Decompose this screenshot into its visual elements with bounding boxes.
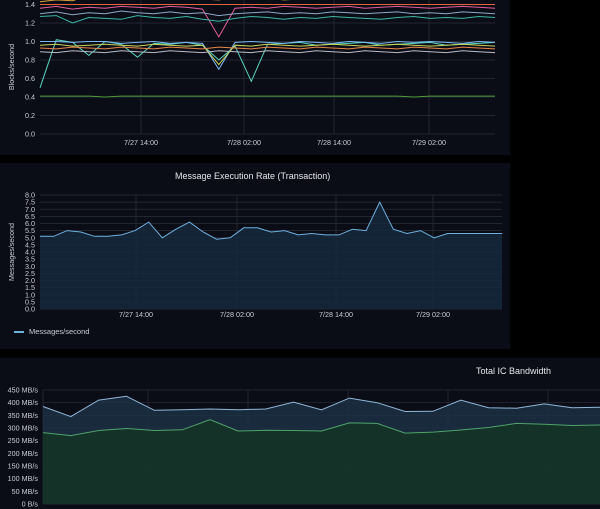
x-tick-label: 7/28 02:00 [220, 310, 254, 319]
series-line [39, 46, 496, 50]
y-tick-label: 6.0 [25, 219, 35, 228]
y-tick-label: 200 MB/s [8, 449, 39, 458]
series-line [39, 50, 496, 54]
x-tick-label: 7/29 02:00 [412, 138, 446, 147]
y-tick-label: 8.0 [25, 191, 35, 200]
y-tick-label: 0.6 [25, 74, 35, 83]
y-tick-label: 1.4 [25, 0, 35, 9]
x-tick-label: 7/28 14:00 [319, 310, 353, 319]
y-tick-label: 6.5 [25, 212, 35, 221]
y-tick-label: 50 MB/s [12, 487, 39, 496]
y-tick-label: 0.5 [25, 297, 35, 306]
y-tick-label: 400 MB/s [8, 398, 39, 407]
y-tick-label: 0.2 [25, 111, 35, 120]
blocks-rate-panel: 0.0 0.2 0.4 0.6 0.8 1.0 1.2 1.4 7/27 14:00 7/28 0… [0, 0, 510, 155]
y-axis-label: Messages/second [7, 223, 16, 281]
legend-label: Messages/second [29, 327, 90, 336]
y-tick-label: 250 MB/s [8, 436, 39, 445]
series-area [40, 202, 502, 309]
series-line [40, 40, 496, 71]
bandwidth-chart: 0 B/s 50 MB/s 100 MB/s 150 MB/s 200 MB/s 250 … [8, 386, 600, 509]
panel-title: Total IC Bandwidth [476, 366, 552, 376]
y-tick-label: 1.0 [25, 37, 35, 46]
y-tick-label: 3.0 [25, 262, 35, 271]
y-tick-label: 0.0 [25, 130, 35, 139]
x-tick-label: 7/27 14:00 [119, 310, 153, 319]
y-tick-label: 4.0 [25, 248, 35, 257]
y-tick-label: 2.5 [25, 269, 35, 278]
x-tick-label: 7/28 02:00 [227, 138, 261, 147]
series-line [40, 95, 495, 98]
y-tick-label: 3.5 [25, 255, 35, 264]
y-tick-label: 0.0 [25, 305, 35, 314]
y-tick-label: 150 MB/s [8, 462, 39, 471]
series-line [40, 200, 502, 240]
y-tick-label: 7.0 [25, 205, 35, 214]
y-tick-label: 5.0 [25, 233, 35, 242]
series-area [43, 419, 600, 504]
y-tick-label: 5.5 [25, 226, 35, 235]
series-line [42, 419, 600, 437]
series-line [39, 5, 496, 38]
y-tick-label: 4.5 [25, 240, 35, 249]
y-tick-label: 450 MB/s [8, 386, 39, 395]
series-line [39, 43, 496, 66]
y-tick-label: 7.5 [25, 198, 35, 207]
message-rate-panel: Message Execution Rate (Transaction) 0.0… [0, 163, 510, 349]
y-tick-label: 350 MB/s [8, 411, 39, 420]
bandwidth-panel: Total IC Bandwidth 0 B/s 50 MB/s 100 MB/s 1… [0, 358, 600, 509]
legend-swatch [14, 330, 24, 333]
series-line [39, 10, 496, 17]
y-tick-label: 0 B/s [22, 500, 39, 509]
y-tick-label: 100 MB/s [8, 474, 39, 483]
y-tick-label: 0.8 [25, 56, 35, 65]
series-line [39, 0, 292, 3]
series-line [42, 395, 600, 418]
y-tick-label: 1.2 [25, 19, 35, 28]
message-rate-chart: 0.00.51.01.52.02.53.03.54.04.55.05.56.06… [7, 191, 502, 319]
y-tick-label: 300 MB/s [8, 424, 39, 433]
y-tick-label: 1.5 [25, 283, 35, 292]
series-line [39, 15, 496, 24]
panel-title: Message Execution Rate (Transaction) [175, 171, 331, 181]
y-tick-label: 2.0 [25, 276, 35, 285]
legend[interactable]: Messages/second [14, 327, 89, 336]
blocks-rate-chart: 0.0 0.2 0.4 0.6 0.8 1.0 1.2 1.4 7/27 14:00 7/28 0… [7, 0, 496, 147]
y-axis-label: Blocks/second [7, 44, 16, 90]
x-tick-label: 7/29 02:00 [416, 310, 450, 319]
y-tick-label: 1.0 [25, 290, 35, 299]
y-tick-label: 0.4 [25, 93, 35, 102]
x-tick-label: 7/28 14:00 [317, 138, 351, 147]
x-tick-label: 7/27 14:00 [124, 138, 158, 147]
